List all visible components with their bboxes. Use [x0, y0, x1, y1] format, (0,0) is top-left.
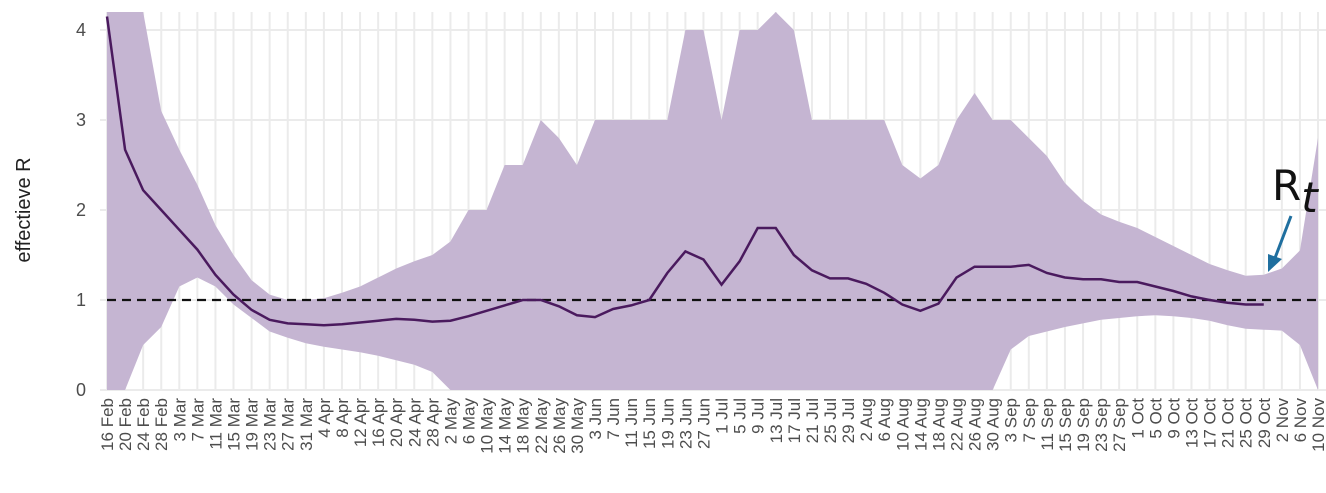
x-tick-label: 2 May: [441, 398, 460, 445]
confidence-band: [107, 12, 1318, 390]
x-tick-label: 7 Mar: [188, 398, 207, 442]
x-tick-label: 28 Apr: [423, 398, 442, 447]
plot-area: [105, 12, 1318, 390]
x-tick-label: 3 Mar: [170, 398, 189, 442]
y-tick-label: 0: [76, 380, 86, 400]
x-tick-label: 9 Oct: [1164, 398, 1183, 439]
x-tick-label: 19 Mar: [243, 398, 262, 451]
x-tick-label: 20 Feb: [116, 398, 135, 451]
x-tick-label: 25 Jul: [821, 398, 840, 443]
x-tick-label: 6 Aug: [875, 398, 894, 442]
x-tick-label: 16 Apr: [369, 398, 388, 447]
x-tick-label: 3 Sep: [1002, 398, 1021, 442]
x-tick-label: 13 Jul: [767, 398, 786, 443]
annotation-text: R: [1272, 161, 1301, 210]
x-tick-label: 24 Feb: [134, 398, 153, 451]
x-tick-label: 20 Apr: [387, 398, 406, 447]
x-tick-label: 7 Jun: [604, 398, 623, 440]
x-tick-label: 11 Sep: [1038, 398, 1057, 451]
rt-line: [105, 16, 1264, 327]
x-tick-label: 18 Aug: [929, 398, 948, 451]
x-tick-label: 10 Nov: [1309, 398, 1326, 452]
x-tick-label: 19 Sep: [1074, 398, 1093, 452]
x-tick-label: 29 Oct: [1255, 398, 1274, 448]
x-tick-label: 24 Apr: [405, 398, 424, 447]
x-tick-label: 18 May: [514, 398, 533, 454]
x-tick-label: 1 Oct: [1128, 398, 1147, 439]
x-tick-label: 11 Jun: [622, 398, 641, 448]
x-tick-label: 19 Jun: [658, 398, 677, 449]
x-tick-label: 27 Mar: [279, 398, 298, 451]
y-tick-label: 3: [76, 110, 86, 130]
x-tick-label: 10 May: [478, 398, 497, 454]
x-tick-label: 2 Nov: [1273, 398, 1292, 443]
x-tick-label: 8 Apr: [333, 398, 352, 438]
x-tick-label: 14 May: [496, 398, 515, 454]
x-tick-label: 12 Apr: [351, 398, 370, 447]
x-tick-label: 16 Feb: [98, 398, 117, 451]
x-tick-label: 17 Jul: [785, 398, 804, 443]
x-tick-label: 10 Aug: [893, 398, 912, 451]
x-tick-label: 23 Sep: [1092, 398, 1111, 452]
x-tick-label: 2 Aug: [857, 398, 876, 442]
x-tick-label: 15 Mar: [225, 398, 244, 451]
x-tick-label: 21 Jul: [803, 398, 822, 443]
x-tick-label: 31 Mar: [297, 398, 316, 451]
x-tick-label: 21 Oct: [1219, 398, 1238, 448]
y-tick-label: 2: [76, 200, 86, 220]
x-tick-label: 27 Sep: [1110, 398, 1129, 452]
x-tick-label: 5 Oct: [1146, 398, 1165, 439]
x-tick-label: 26 May: [550, 398, 569, 454]
y-tick-label: 4: [76, 20, 86, 40]
y-axis-label: effectieve R: [13, 157, 35, 262]
x-tick-label: 30 Aug: [984, 398, 1003, 451]
annotation-arrow: [1273, 215, 1293, 259]
annotation-arrowhead: [1268, 254, 1282, 272]
x-tick-label: 13 Oct: [1182, 398, 1201, 448]
x-tick-label: 25 Oct: [1237, 398, 1256, 448]
x-tick-label: 29 Jul: [839, 398, 858, 443]
x-tick-label: 26 Aug: [966, 398, 985, 451]
x-tick-label: 23 Jun: [676, 398, 695, 449]
x-tick-label: 3 Jun: [586, 398, 605, 440]
x-tick-label: 4 Apr: [315, 398, 334, 438]
x-tick-label: 22 Aug: [948, 398, 967, 451]
x-tick-label: 15 Sep: [1056, 398, 1075, 452]
x-tick-label: 9 Jul: [749, 398, 768, 434]
annotation-subscript: t: [1301, 173, 1319, 222]
x-tick-label: 5 Jul: [731, 398, 750, 434]
x-tick-label: 17 Oct: [1201, 398, 1220, 448]
x-tick-label: 15 Jun: [640, 398, 659, 449]
x-tick-label: 30 May: [568, 398, 587, 454]
x-tick-label: 11 Mar: [206, 398, 225, 450]
x-tick-label: 28 Feb: [152, 398, 171, 451]
x-tick-label: 7 Sep: [1020, 398, 1039, 442]
x-tick-label: 1 Jul: [713, 398, 732, 434]
x-tick-label: 14 Aug: [911, 398, 930, 451]
annotation: Rt: [1272, 161, 1319, 222]
x-tick-label: 6 Nov: [1291, 398, 1310, 443]
x-tick-label: 22 May: [532, 398, 551, 454]
x-tick-label: 27 Jun: [694, 398, 713, 449]
x-tick-label: 6 May: [459, 398, 478, 445]
x-tick-label: 23 Mar: [261, 398, 280, 451]
y-tick-label: 1: [76, 290, 86, 310]
